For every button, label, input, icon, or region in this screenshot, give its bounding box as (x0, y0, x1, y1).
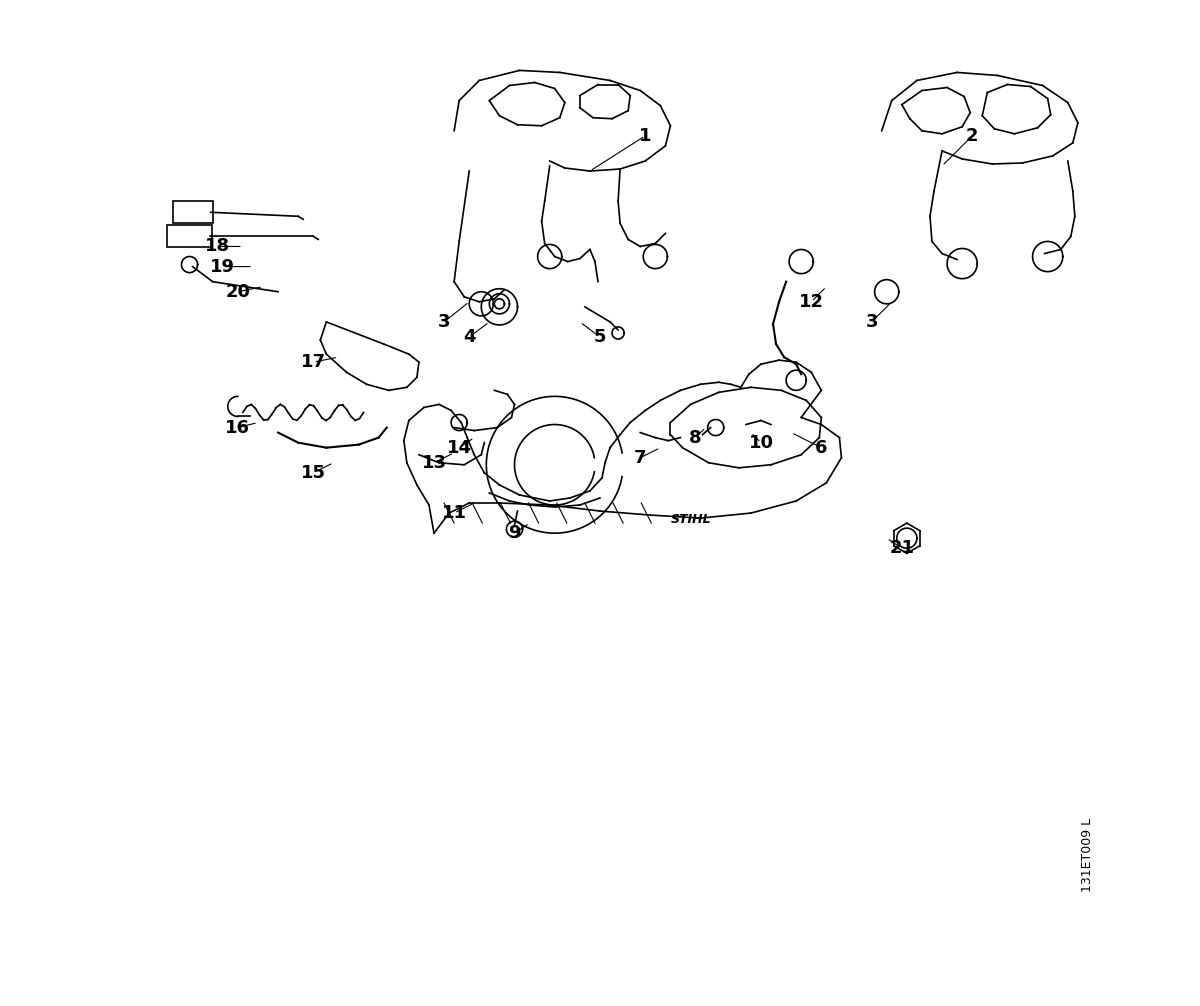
Text: 15: 15 (301, 464, 325, 482)
Text: 17: 17 (301, 353, 325, 371)
Text: 11: 11 (442, 504, 467, 522)
Text: 10: 10 (749, 434, 774, 452)
Text: 3: 3 (865, 313, 878, 331)
Text: 4: 4 (463, 328, 475, 346)
Text: 9: 9 (509, 524, 521, 542)
Text: 14: 14 (446, 439, 472, 457)
Text: STIHL: STIHL (671, 513, 712, 526)
Text: 20: 20 (226, 283, 251, 301)
Text: 1: 1 (640, 127, 652, 145)
Text: 16: 16 (226, 418, 251, 437)
Text: 7: 7 (634, 449, 647, 467)
Text: 5: 5 (594, 328, 606, 346)
Text: 13: 13 (421, 454, 446, 472)
Text: 6: 6 (815, 439, 828, 457)
Text: 18: 18 (205, 237, 230, 256)
Text: 3: 3 (438, 313, 450, 331)
FancyBboxPatch shape (174, 201, 212, 223)
Text: 19: 19 (210, 258, 235, 276)
Text: 21: 21 (889, 539, 914, 557)
Text: 12: 12 (799, 293, 823, 311)
FancyBboxPatch shape (168, 225, 211, 247)
Text: 131ET009 L: 131ET009 L (1081, 818, 1094, 892)
Text: 2: 2 (966, 127, 978, 145)
Text: 8: 8 (689, 429, 702, 447)
